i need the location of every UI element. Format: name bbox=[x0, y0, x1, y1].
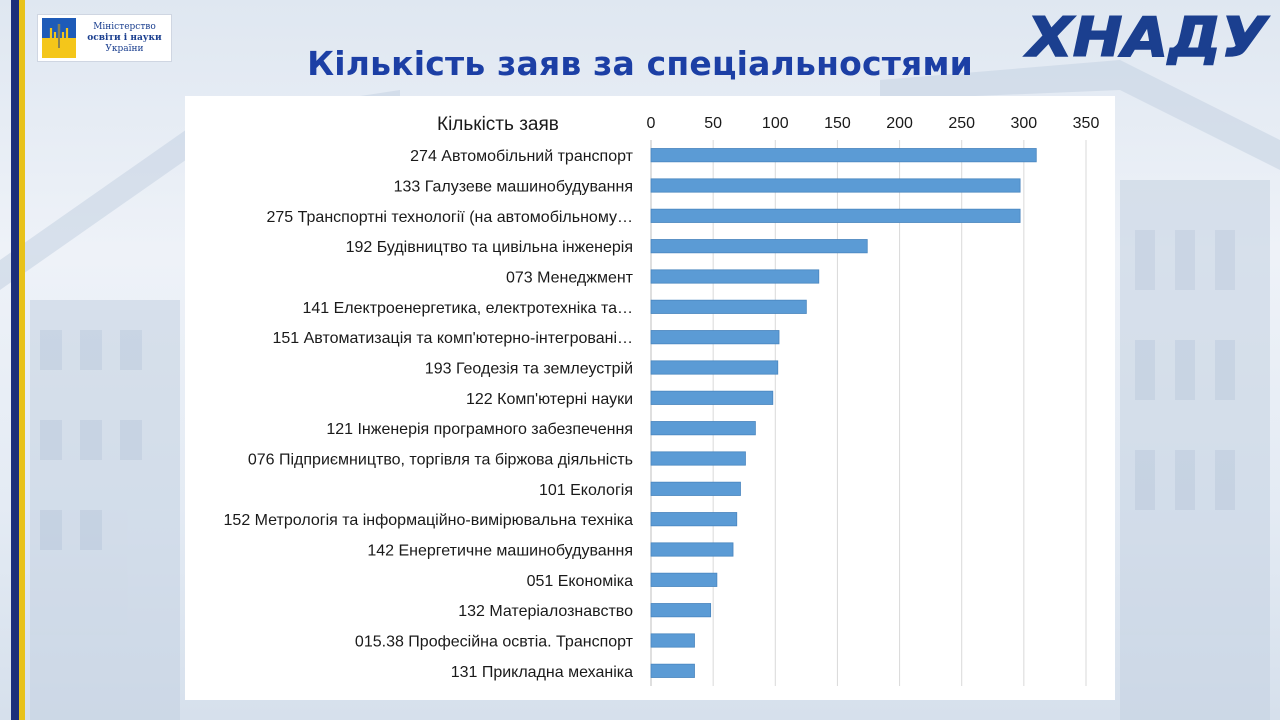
bar bbox=[650, 208, 1021, 223]
ministry-line-3: України bbox=[105, 43, 144, 54]
category-label: 193 Геодезія та землеустрій bbox=[425, 361, 633, 378]
bar bbox=[650, 178, 1021, 193]
x-tick-label: 100 bbox=[762, 115, 789, 132]
left-accent-stripe-yellow bbox=[19, 0, 25, 720]
category-label: 121 Інженерія програмного забезпечення bbox=[326, 421, 633, 438]
slide-title: Кількість заяв за спеціальностями bbox=[307, 44, 973, 83]
chart-panel: 0 50 100 150 200 250 300 350 Кількість заяв 274 А… bbox=[185, 96, 1115, 700]
category-label: 101 Екологія bbox=[539, 482, 633, 499]
category-label: 122 Комп'ютерні науки bbox=[466, 391, 633, 408]
category-label: 141 Електроенергетика, електротехніка та… bbox=[302, 300, 633, 317]
x-tick-label: 350 bbox=[1073, 115, 1100, 132]
category-label: 142 Енергетичне машинобудування bbox=[367, 543, 633, 560]
ministry-line-1: Міністерство bbox=[93, 21, 156, 32]
bar bbox=[650, 390, 774, 405]
khnadu-logo: ХНАДУ bbox=[1023, 6, 1270, 66]
category-label: 151 Автоматизація та комп'ютерно-інтегро… bbox=[272, 330, 633, 347]
bar bbox=[650, 330, 780, 345]
bar bbox=[650, 360, 779, 375]
category-label: 152 Метрологія та інформаційно-вимірювал… bbox=[224, 512, 634, 529]
category-label: 131 Прикладна механіка bbox=[451, 664, 633, 681]
x-tick-label: 150 bbox=[824, 115, 851, 132]
x-tick-label: 50 bbox=[704, 115, 722, 132]
bar bbox=[650, 603, 712, 618]
x-tick-label: 0 bbox=[647, 115, 656, 132]
category-label: 274 Автомобільний транспорт bbox=[410, 148, 634, 165]
trident-crest-icon bbox=[42, 18, 76, 58]
bar bbox=[650, 512, 738, 527]
category-label: 073 Менеджмент bbox=[506, 270, 634, 287]
ministry-line-2: освіти і науки bbox=[87, 32, 162, 43]
bar bbox=[650, 451, 746, 466]
bar bbox=[650, 481, 741, 496]
category-label: 051 Економіка bbox=[527, 573, 634, 590]
category-label: 275 Транспортні технології (на автомобіл… bbox=[267, 209, 634, 226]
series-title: Кількість заяв bbox=[437, 114, 559, 135]
bar bbox=[650, 633, 695, 648]
bar bbox=[650, 421, 756, 436]
bar bbox=[650, 148, 1037, 163]
bar bbox=[650, 239, 868, 254]
x-tick-label: 250 bbox=[948, 115, 975, 132]
bar bbox=[650, 299, 807, 314]
bar-chart: 0 50 100 150 200 250 300 350 Кількість заяв 274 А… bbox=[224, 114, 1100, 686]
category-label: 076 Підприємництво, торгівля та біржова … bbox=[248, 452, 633, 469]
category-label: 192 Будівництво та цивільна інженерія bbox=[346, 239, 633, 256]
category-label: 133 Галузеве машинобудування bbox=[394, 179, 633, 196]
bar bbox=[650, 663, 695, 678]
khnadu-logo-text: ХНАДУ bbox=[1024, 6, 1270, 66]
x-tick-label: 300 bbox=[1011, 115, 1038, 132]
x-tick-label: 200 bbox=[886, 115, 913, 132]
bar bbox=[650, 542, 734, 557]
bar bbox=[650, 269, 820, 284]
bar bbox=[650, 572, 718, 587]
ministry-logo: Міністерство освіти і науки України bbox=[37, 14, 172, 62]
category-label: 132 Матеріалознавство bbox=[458, 603, 633, 620]
left-accent-stripe-blue bbox=[11, 0, 19, 720]
category-label: 015.38 Професійна освтіа. Транспорт bbox=[355, 634, 634, 651]
